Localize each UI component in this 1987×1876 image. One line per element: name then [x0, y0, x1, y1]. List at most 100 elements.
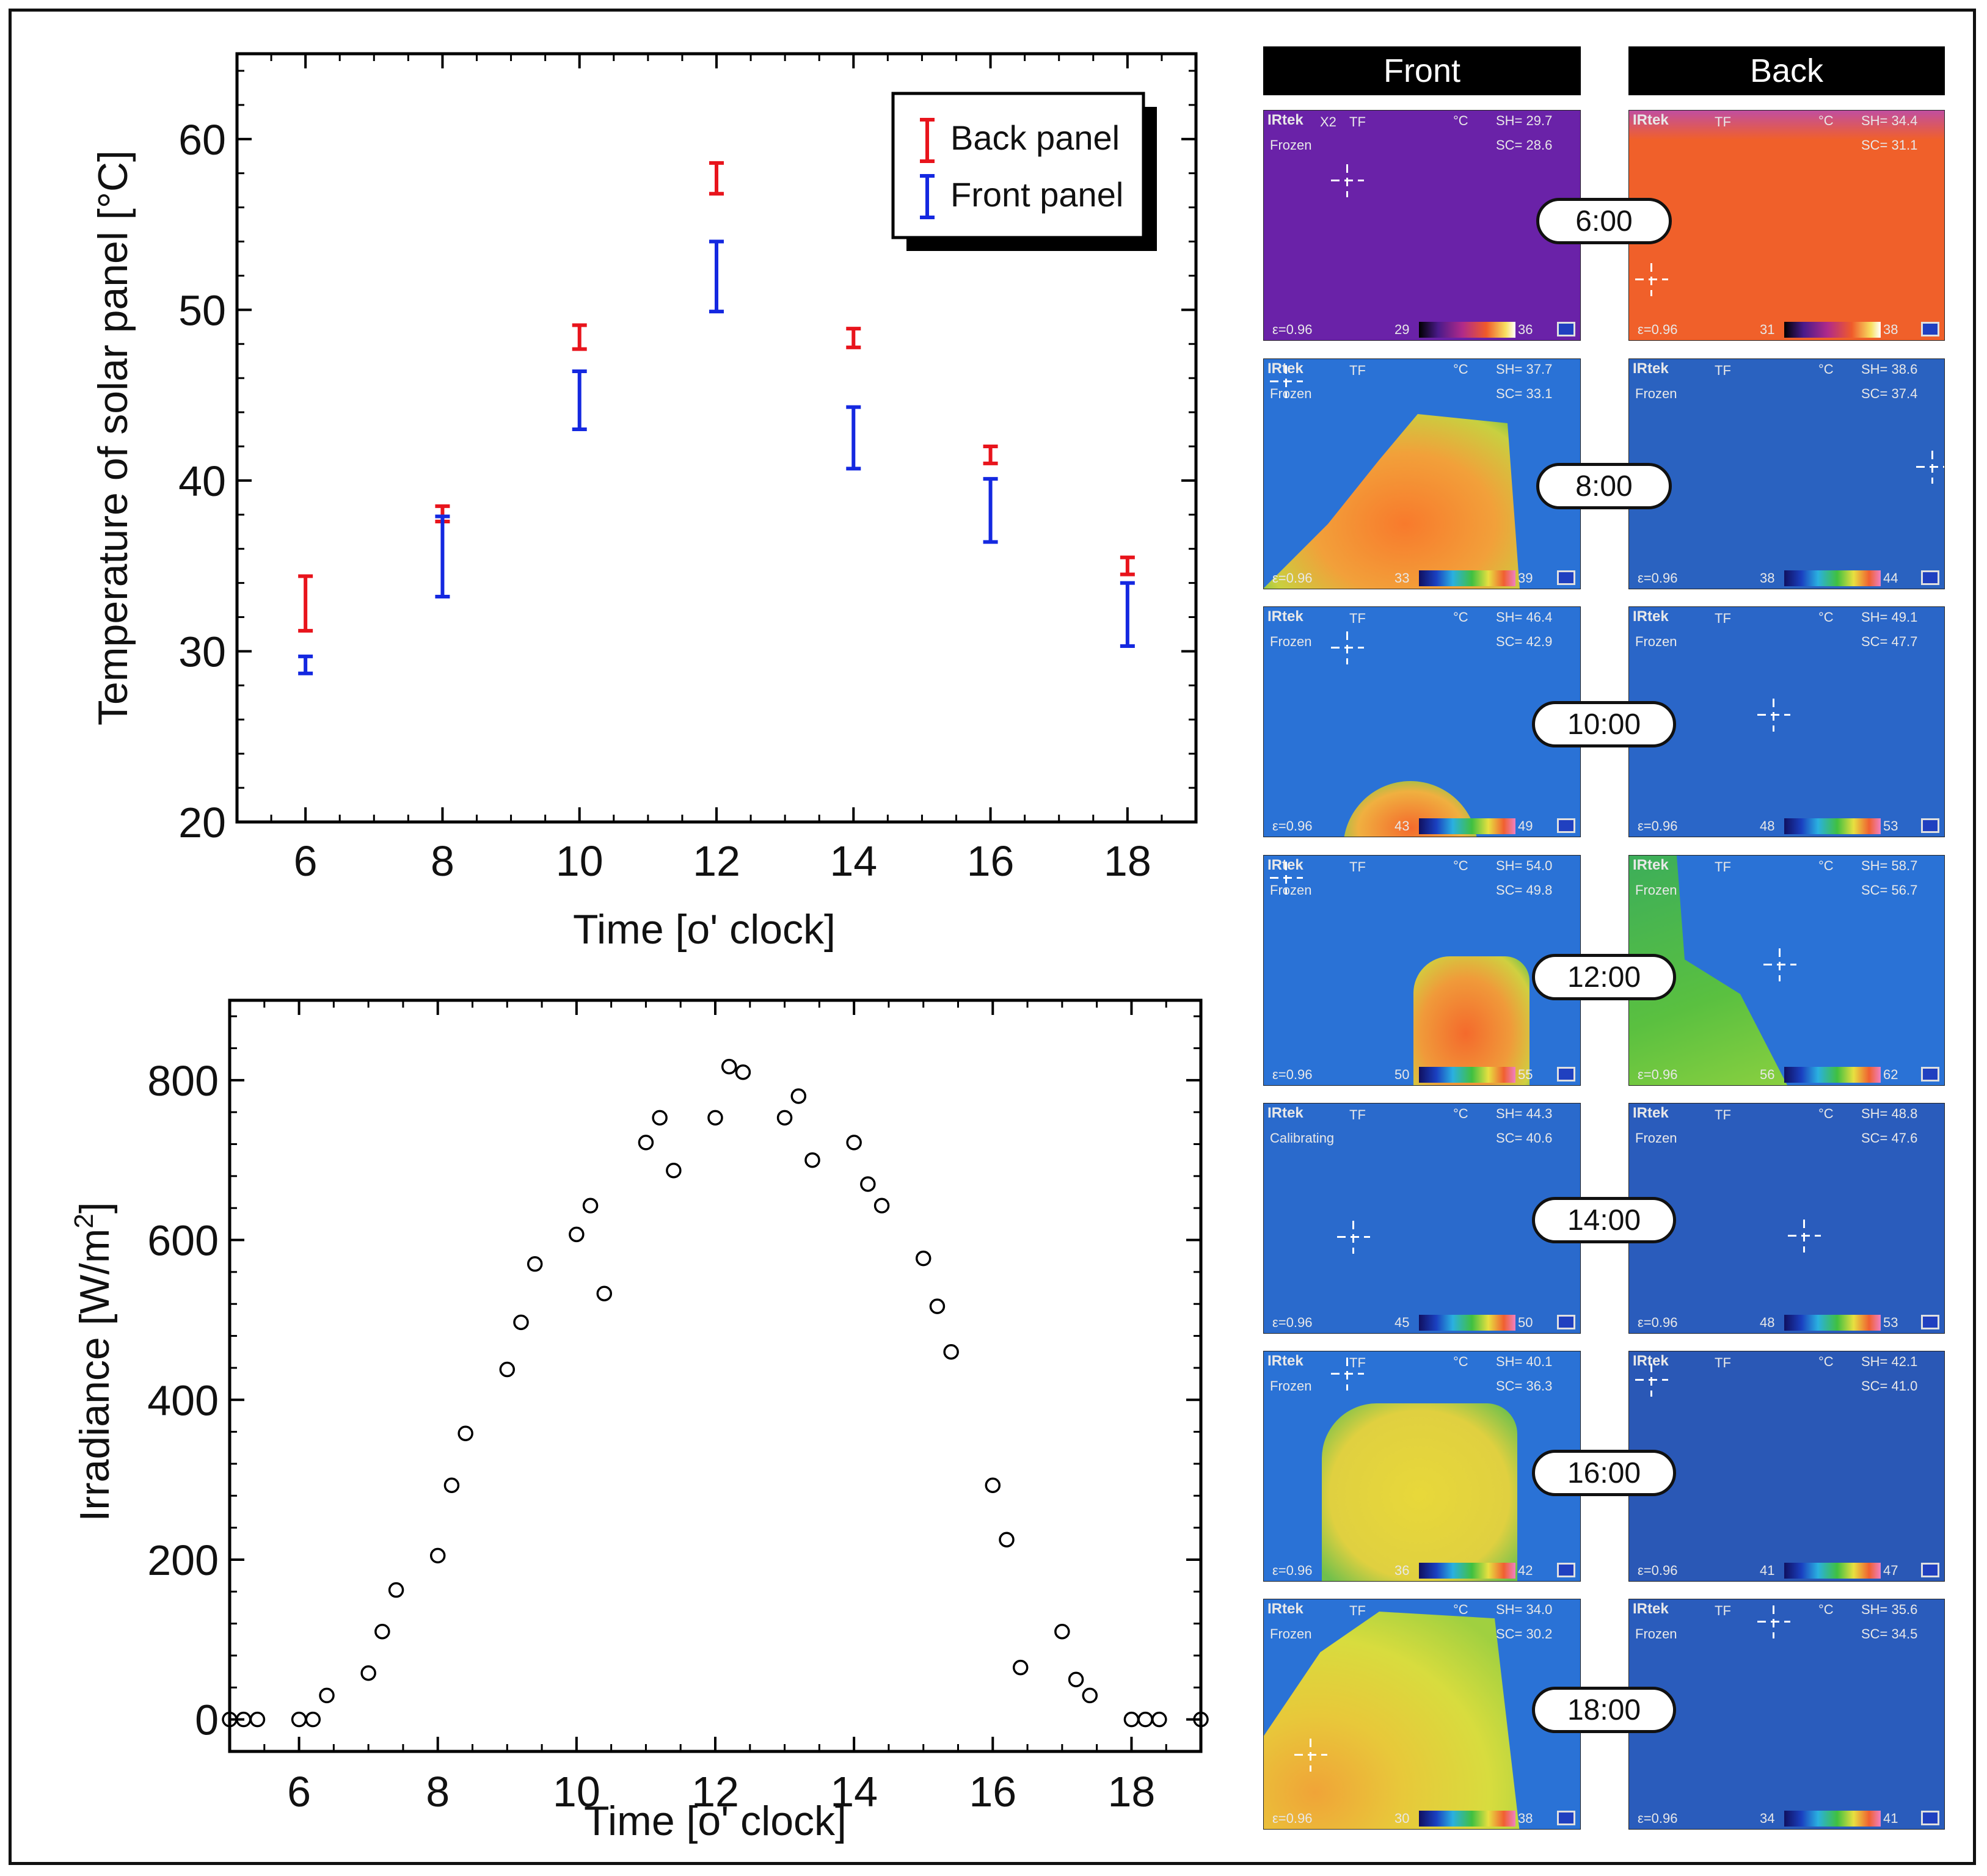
thermal-scale-max: 38	[1883, 322, 1898, 337]
temp-y-tick-label: 30	[178, 628, 226, 675]
thermal-scale-min: 29	[1395, 322, 1410, 337]
thermal-crosshair-icon	[1757, 699, 1790, 732]
temp-x-tick-label: 6	[294, 837, 318, 885]
thermal-status-label: Frozen	[1635, 634, 1677, 649]
thermal-image-front-10-00: IRtek TF °C SH= 46.4 Frozen SC= 42.9 ε=0.96 43 4…	[1263, 606, 1581, 837]
irradiance-point	[374, 1623, 390, 1640]
thermal-scale-min: 50	[1395, 1067, 1410, 1082]
irradiance-point	[429, 1547, 446, 1564]
thermal-scale-max: 53	[1883, 818, 1898, 834]
thermal-emissivity-label: ε=0.96	[1272, 570, 1313, 586]
thermal-scale-min: 30	[1395, 1811, 1410, 1826]
thermal-brand-label: IRtek	[1633, 112, 1669, 128]
thermal-sc-reading: SC= 42.9	[1496, 634, 1553, 649]
thermal-status-label: Frozen	[1635, 1626, 1677, 1642]
thermal-scale-min: 36	[1395, 1563, 1410, 1578]
thermal-sh-reading: SH= 34.4	[1861, 113, 1918, 128]
thermal-sc-reading: SC= 56.7	[1861, 882, 1918, 898]
time-label-pill: 12:00	[1532, 954, 1676, 1000]
front-panel-errorbar	[983, 477, 998, 544]
thermal-crosshair-icon	[1763, 948, 1796, 981]
thermal-unit-label: °C	[1818, 609, 1834, 625]
thermal-battery-icon	[1557, 1811, 1575, 1825]
thermal-unit-label: °C	[1453, 1106, 1468, 1121]
thermal-battery-icon	[1557, 1067, 1575, 1082]
thermal-tf-label: TF	[1349, 1603, 1366, 1618]
irradiance-point	[804, 1152, 820, 1168]
temperature-plot-area	[235, 52, 1198, 824]
irradiance-point	[458, 1425, 473, 1441]
thermal-crosshair-icon	[1635, 263, 1668, 296]
back-panel-errorbar	[709, 161, 724, 196]
thermal-emissivity-label: ε=0.96	[1638, 1067, 1678, 1082]
thermal-brand-label: IRtek	[1267, 1105, 1303, 1121]
front-panel-errorbar	[1120, 581, 1135, 649]
thermal-sc-reading: SC= 40.6	[1496, 1130, 1553, 1146]
thermal-tf-label: TF	[1349, 363, 1366, 378]
thermal-emissivity-label: ε=0.96	[1272, 1315, 1313, 1330]
thermal-crosshair-icon	[1337, 1221, 1370, 1254]
thermal-crosshair-icon	[1331, 1358, 1364, 1391]
thermal-tf-label: TF	[1715, 1107, 1731, 1122]
irr-x-tick-label: 6	[287, 1768, 311, 1816]
thermal-unit-label: °C	[1453, 1602, 1468, 1617]
temp-y-tick-label: 20	[178, 799, 226, 846]
back-header: Back	[1628, 46, 1945, 95]
thermal-top-band	[1629, 111, 1944, 140]
thermal-tf-label: TF	[1349, 1107, 1366, 1122]
temp-y-tick-label: 50	[178, 286, 226, 334]
thermal-sh-reading: SH= 49.1	[1861, 609, 1918, 625]
thermal-unit-label: °C	[1453, 113, 1468, 128]
irradiance-point	[596, 1285, 613, 1301]
thermal-image-front-14-00: IRtek TF °C SH= 44.3 Calibrating SC= 40.6 ε=0.…	[1263, 1103, 1581, 1334]
irr-y-tick-label: 800	[147, 1057, 219, 1105]
thermal-status-label: Frozen	[1635, 386, 1677, 401]
thermal-battery-icon	[1557, 1563, 1575, 1577]
thermal-color-scale-bar	[1784, 322, 1881, 338]
thermal-image-front-12-00: IRtek TF °C SH= 54.0 Frozen SC= 49.8 ε=0.96 50 5…	[1263, 855, 1581, 1086]
thermal-sc-reading: SC= 47.7	[1861, 634, 1918, 649]
thermal-crosshair-icon	[1294, 1739, 1327, 1772]
back-panel-errorbar	[298, 574, 313, 633]
thermal-image-back-14-00: IRtek TF °C SH= 48.8 Frozen SC= 47.6 ε=0.96 48 5…	[1628, 1103, 1945, 1334]
irradiance-point	[1151, 1711, 1167, 1728]
irradiance-point	[943, 1343, 959, 1360]
irradiance-point	[569, 1226, 585, 1243]
thermal-emissivity-label: ε=0.96	[1272, 818, 1313, 834]
irradiance-point	[915, 1250, 932, 1267]
front-header: Front	[1263, 46, 1581, 95]
thermal-mode-label: X2	[1320, 114, 1336, 129]
thermal-color-scale-bar	[1419, 818, 1515, 834]
thermal-image-front-18-00: IRtek TF °C SH= 34.0 Frozen SC= 30.2 ε=0.96 30 3…	[1263, 1599, 1581, 1830]
irradiance-point	[499, 1361, 516, 1378]
thermal-scale-max: 62	[1883, 1067, 1898, 1082]
thermal-unit-label: °C	[1453, 609, 1468, 625]
thermal-sh-reading: SH= 29.7	[1496, 113, 1553, 128]
thermal-scale-max: 55	[1518, 1067, 1533, 1082]
irradiance-point	[929, 1298, 946, 1314]
thermal-scale-max: 36	[1518, 322, 1533, 337]
front-panel-errorbar	[846, 405, 861, 471]
thermal-emissivity-label: ε=0.96	[1272, 1563, 1313, 1578]
irradiance-plot-area	[228, 998, 1203, 1753]
thermal-brand-label: IRtek	[1633, 1601, 1669, 1617]
back-panel-errorbar	[846, 327, 861, 349]
irr-x-tick-label: 8	[426, 1768, 450, 1816]
irr-y-tick-label: 600	[147, 1217, 219, 1265]
thermal-scale-min: 38	[1760, 570, 1775, 586]
thermal-crosshair-icon	[1635, 1364, 1668, 1397]
thermal-image-front-6-00: IRtek X2 TF °C SH= 29.7 Frozen SC= 28.6 ε=0.96 2…	[1263, 110, 1581, 341]
temp-x-tick-label: 18	[1104, 837, 1151, 885]
thermal-unit-label: °C	[1818, 1106, 1834, 1121]
thermal-sc-reading: SC= 28.6	[1496, 137, 1553, 153]
thermal-color-scale-bar	[1784, 818, 1881, 834]
thermal-sc-reading: SC= 47.6	[1861, 1130, 1918, 1146]
thermal-brand-label: IRtek	[1267, 1353, 1303, 1369]
irradiance-point	[443, 1477, 460, 1494]
thermal-sh-reading: SH= 54.0	[1496, 858, 1553, 873]
irr-x-tick-label: 10	[553, 1768, 600, 1816]
irradiance-point	[249, 1711, 266, 1728]
temp-x-tick-label: 10	[556, 837, 603, 885]
legend-back-panel-label: Back panel	[950, 118, 1120, 157]
thermal-unit-label: °C	[1818, 362, 1834, 377]
